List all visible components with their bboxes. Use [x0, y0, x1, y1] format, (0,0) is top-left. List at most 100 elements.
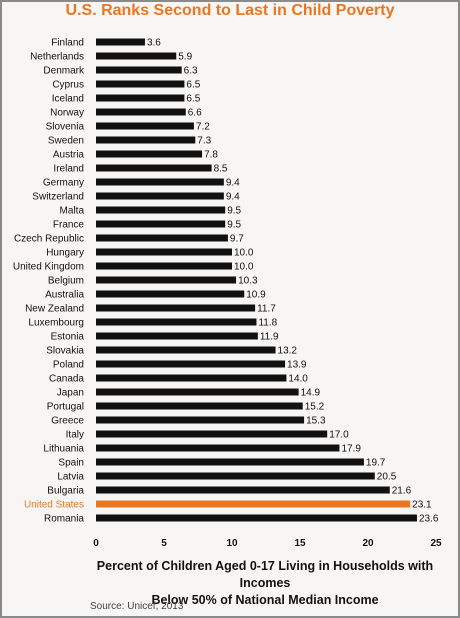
value-label-slovakia: 13.2 [278, 346, 298, 357]
category-label-romania: Romania [44, 514, 84, 525]
value-label-finland: 3.6 [147, 38, 161, 49]
value-label-switzerland: 9.4 [226, 192, 240, 203]
bar-latvia [96, 472, 375, 480]
value-label-new-zealand: 11.7 [257, 304, 276, 315]
value-label-norway: 6.6 [188, 108, 202, 119]
category-label-australia: Australia [45, 290, 84, 301]
value-label-greece: 15.3 [306, 416, 326, 427]
value-label-france: 9.5 [227, 220, 241, 231]
value-label-united-states: 23.1 [412, 500, 432, 511]
value-label-czech-republic: 9.7 [230, 234, 244, 245]
category-label-lithuania: Lithuania [43, 444, 84, 455]
x-tick-0: 0 [93, 538, 99, 549]
category-labels-group: Finland Netherlands Denmark Cyprus Iceland No… [13, 38, 85, 525]
value-label-spain: 19.7 [366, 458, 386, 469]
category-label-japan: Japan [57, 388, 84, 399]
value-label-luxembourg: 11.8 [258, 318, 277, 329]
bar-germany [96, 178, 224, 186]
value-label-malta: 9.5 [227, 206, 241, 217]
category-label-bulgaria: Bulgaria [47, 486, 84, 497]
category-label-spain: Spain [58, 458, 84, 469]
x-axis-label-line1: Percent of Children Aged 0-17 Living in … [96, 559, 434, 590]
bar-france [96, 220, 226, 228]
value-label-portugal: 15.2 [305, 402, 325, 413]
value-label-canada: 14.0 [288, 374, 308, 385]
bar-norway [96, 108, 186, 116]
category-label-iceland: Iceland [52, 94, 84, 105]
bar-iceland [96, 94, 185, 102]
value-label-australia: 10.9 [246, 290, 266, 301]
value-labels-group: 3.6 5.9 6.3 6.5 6.5 6.6 7.2 7.3 7.8 8.5 9.4 9.4 9.5 9… [147, 38, 439, 525]
value-label-romania: 23.6 [419, 514, 439, 525]
x-tick-labels-group: 0 5 10 15 20 25 [93, 538, 442, 549]
bar-denmark [96, 66, 182, 74]
value-label-austria: 7.8 [204, 150, 218, 161]
value-label-japan: 14.9 [301, 388, 321, 399]
bar-united-kingdom [96, 262, 232, 270]
value-label-poland: 13.9 [287, 360, 307, 371]
value-label-iceland: 6.5 [186, 94, 200, 105]
category-label-netherlands: Netherlands [30, 52, 84, 63]
category-label-cyprus: Cyprus [52, 80, 84, 91]
category-label-denmark: Denmark [43, 66, 85, 77]
value-label-slovenia: 7.2 [196, 122, 210, 133]
bar-netherlands [96, 52, 177, 60]
category-label-norway: Norway [50, 108, 84, 119]
bar-switzerland [96, 192, 224, 200]
x-axis-label: Percent of Children Aged 0-17 Living in … [70, 558, 460, 609]
x-tick-5: 5 [161, 538, 167, 549]
category-label-latvia: Latvia [57, 472, 84, 483]
bar-luxembourg [96, 318, 257, 326]
bar-czech-republic [96, 234, 228, 242]
value-label-cyprus: 6.5 [186, 80, 200, 91]
value-label-germany: 9.4 [226, 178, 240, 189]
value-label-denmark: 6.3 [184, 66, 198, 77]
value-label-belgium: 10.3 [238, 276, 258, 287]
category-label-sweden: Sweden [48, 136, 84, 147]
category-label-estonia: Estonia [51, 332, 85, 343]
x-tick-10: 10 [226, 538, 238, 549]
value-label-estonia: 11.9 [260, 332, 279, 343]
category-label-new-zealand: New Zealand [25, 304, 84, 315]
value-label-ireland: 8.5 [214, 164, 228, 175]
category-label-italy: Italy [66, 430, 84, 441]
x-tick-15: 15 [294, 538, 306, 549]
category-label-switzerland: Switzerland [32, 192, 84, 203]
bar-slovenia [96, 122, 194, 130]
category-label-luxembourg: Luxembourg [28, 318, 84, 329]
value-label-netherlands: 5.9 [178, 52, 192, 63]
category-label-united-kingdom: United Kingdom [13, 262, 84, 273]
bar-belgium [96, 276, 237, 284]
bar-poland [96, 360, 286, 368]
value-label-united-kingdom: 10.0 [234, 262, 254, 273]
category-label-portugal: Portugal [47, 402, 84, 413]
category-label-slovenia: Slovenia [46, 122, 85, 133]
x-tick-25: 25 [430, 538, 442, 549]
bar-canada [96, 374, 287, 382]
bar-italy [96, 430, 328, 438]
bar-cyprus [96, 80, 185, 88]
x-tick-20: 20 [362, 538, 374, 549]
category-label-hungary: Hungary [46, 248, 84, 259]
value-label-bulgaria: 21.6 [392, 486, 412, 497]
source-note: Source: Unicef, 2013 [90, 601, 184, 612]
value-label-latvia: 20.5 [377, 472, 397, 483]
bars-group [96, 38, 417, 522]
bar-spain [96, 458, 364, 466]
category-label-czech-republic: Czech Republic [14, 234, 84, 245]
category-label-ireland: Ireland [53, 164, 84, 175]
bar-malta [96, 206, 226, 214]
x-axis-label-line2: Below 50% of National Median Income [151, 593, 379, 607]
chart-title: U.S. Ranks Second to Last in Child Pover… [65, 2, 395, 19]
bar-new-zealand [96, 304, 256, 312]
bar-lithuania [96, 444, 340, 452]
bar-australia [96, 290, 245, 298]
bar-romania [96, 514, 417, 522]
category-label-slovakia: Slovakia [46, 346, 84, 357]
bar-slovakia [96, 346, 276, 354]
bar-portugal [96, 402, 303, 410]
category-label-canada: Canada [49, 374, 84, 385]
category-label-germany: Germany [43, 178, 84, 189]
value-label-hungary: 10.0 [234, 248, 254, 259]
